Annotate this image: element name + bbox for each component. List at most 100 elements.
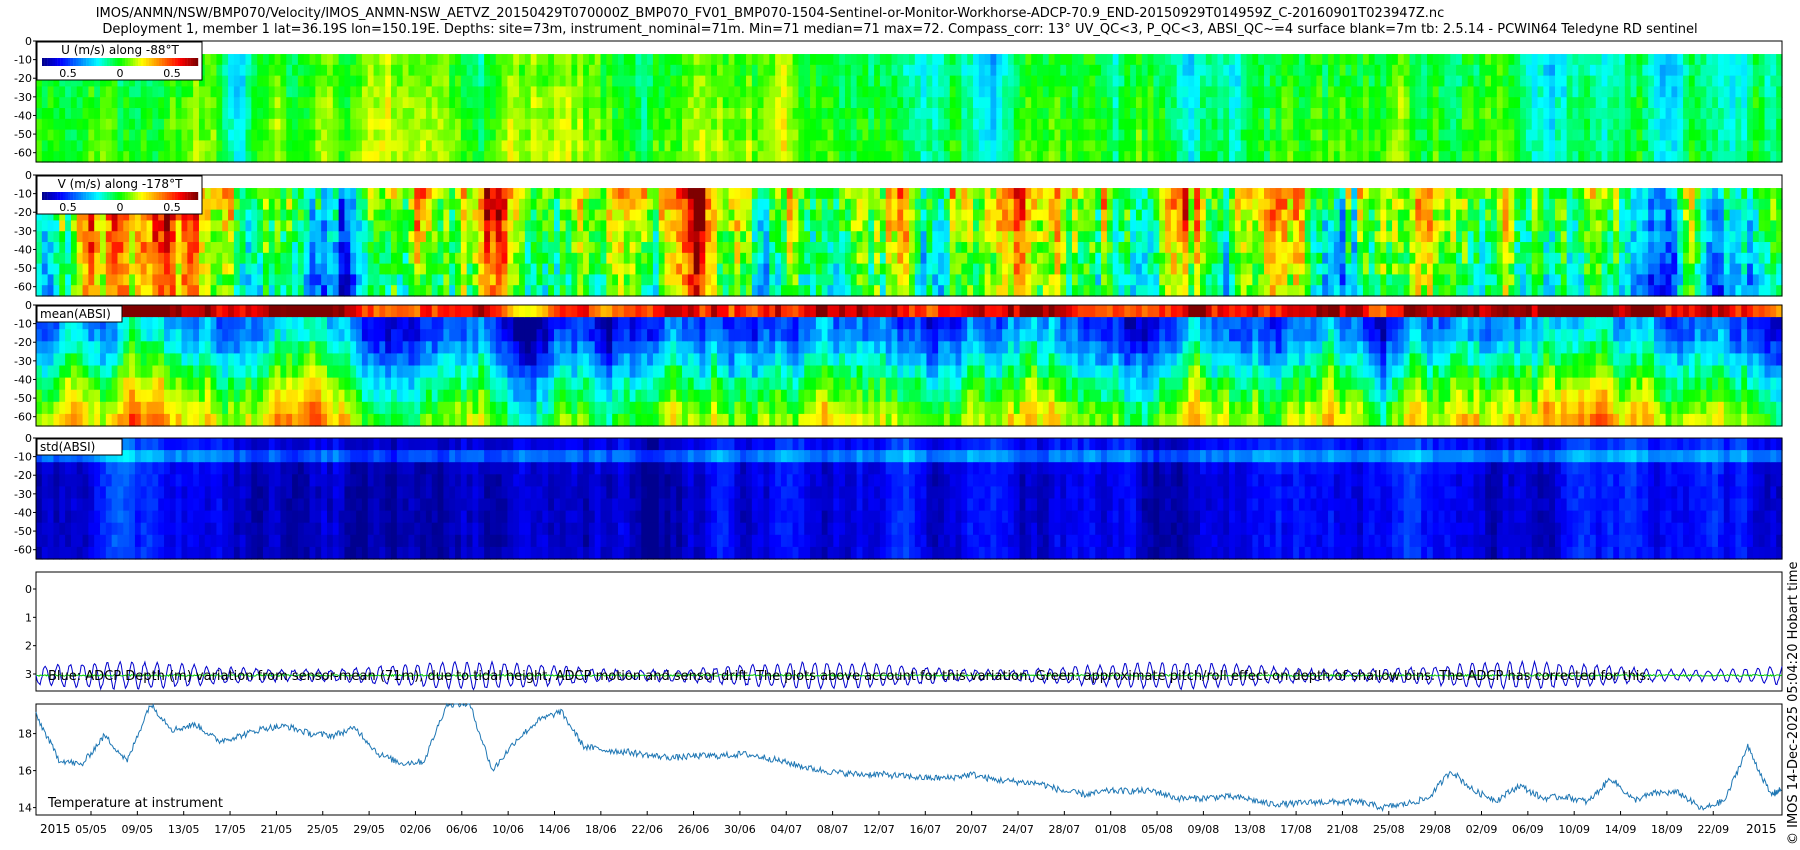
heatmap-cell [1124,151,1131,163]
heatmap-cell [641,64,648,77]
heatmap-cell [583,97,590,109]
colorbar-swatch [156,58,160,66]
heatmap-cell [1642,75,1649,88]
heatmap-cell [559,252,567,265]
heatmap-cell [1066,151,1073,163]
heatmap-cell [88,220,95,232]
heatmap-cell [798,108,805,120]
heatmap-cell [1223,54,1230,66]
heatmap-cell [769,242,776,254]
heatmap-cell [332,231,340,243]
heatmap-cell [815,97,823,109]
heatmap-cell [891,108,898,120]
y-tick-label: 0 [25,35,32,48]
heatmap-cell [897,151,904,163]
heatmap-cell [716,231,724,243]
heatmap-cell [1159,86,1166,98]
heatmap-cell [984,129,992,142]
heatmap-cell [844,285,852,297]
heatmap-cell [449,198,456,211]
heatmap-cell [833,242,840,254]
heatmap-cell [909,242,916,254]
heatmap-cell [810,252,817,265]
heatmap-cell [1537,64,1544,77]
heatmap-cell [973,198,980,211]
heatmap-cell [1642,118,1649,131]
heatmap-cell [402,252,410,265]
heatmap-cell [938,140,945,152]
heatmap-cell [1118,242,1125,254]
heatmap-cell [1153,97,1160,109]
heatmap-cell [1560,54,1568,66]
heatmap-cell [280,54,287,66]
heatmap-cell [1048,285,1056,297]
heatmap-cell [169,274,177,286]
heatmap-cell [1555,118,1562,131]
heatmap-cell [431,220,439,232]
colorbar-tick: 0.5 [59,67,77,80]
heatmap-cell [513,108,520,120]
heatmap-cell [262,118,270,131]
heatmap-cell [1246,140,1253,152]
heatmap-cell [1432,54,1440,66]
heatmap-cell [746,129,753,142]
heatmap-cell [792,231,800,243]
heatmap-cell [140,242,148,254]
heatmap-cell [356,285,363,297]
heatmap-cell [1322,75,1329,88]
heatmap-cell [455,97,462,109]
heatmap-cell [1665,64,1673,77]
heatmap-cell [152,97,159,109]
heatmap-cell [1077,188,1085,200]
heatmap-cell [460,140,468,152]
heatmap-cell [577,188,584,200]
heatmap-cell [652,54,660,66]
heatmap-cell [1141,263,1149,276]
heatmap-cell [495,97,503,109]
heatmap-cell [757,220,765,232]
heatmap-cell [309,188,316,200]
heatmap-cell [658,97,666,109]
heatmap-cell [763,263,770,276]
heatmap-cell [606,151,613,163]
heatmap-cell [193,118,200,131]
heatmap-cell [798,129,805,142]
heatmap-cell [792,252,800,265]
heatmap-cell [402,140,410,152]
heatmap-cell [344,140,351,152]
heatmap-cell [536,231,543,243]
heatmap-cell [775,151,782,163]
heatmap-cell [769,220,776,232]
heatmap-cell [891,188,898,200]
heatmap-cell [763,231,770,243]
heatmap-cell [705,209,712,222]
heatmap-cell [1450,118,1457,131]
heatmap-cell [519,220,526,232]
heatmap-cell [408,274,415,286]
heatmap-cell [519,263,526,276]
heatmap-cell [577,198,584,211]
heatmap-cell [437,231,444,243]
heatmap-cell [850,231,858,243]
heatmap-cell [1054,75,1061,88]
heatmap-cell [833,188,840,200]
heatmap-cell [606,209,613,222]
heatmap-cell [105,75,113,88]
heatmap-cell [140,151,148,163]
heatmap-cell [1264,129,1271,142]
heatmap-cell [1310,86,1317,98]
heatmap-cell [361,242,369,254]
heatmap-cell [216,231,223,243]
heatmap-cell [1770,140,1777,152]
heatmap-cell [600,198,607,211]
heatmap-cell [425,242,433,254]
heatmap-cell [1578,64,1585,77]
heatmap-cell [216,220,223,232]
heatmap-cell [810,140,817,152]
heatmap-cell [1019,118,1026,131]
heatmap-cell [961,64,968,77]
heatmap-cell [140,220,148,232]
heatmap-cell [414,263,421,276]
heatmap-cell [519,140,526,152]
heatmap-cell [1409,75,1416,88]
